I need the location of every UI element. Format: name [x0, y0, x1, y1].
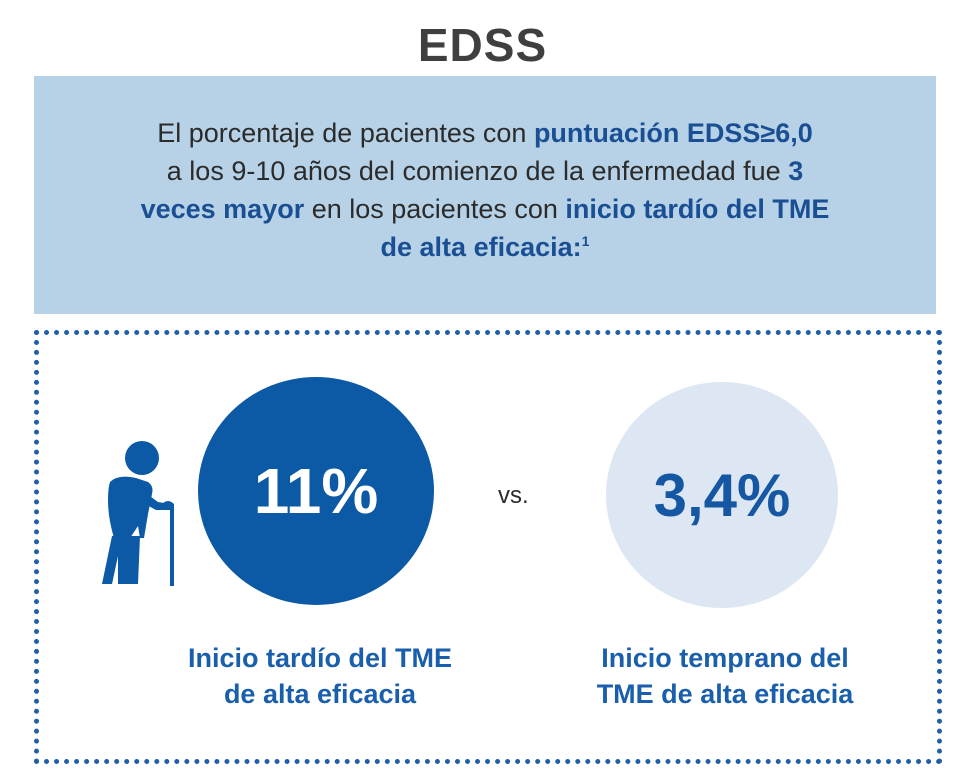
summary-part-1: El porcentaje de pacientes con: [157, 118, 534, 148]
early-treatment-value: 3,4%: [653, 461, 791, 529]
early-treatment-label-line-2: TME de alta eficacia: [596, 679, 854, 709]
summary-colon: :: [572, 232, 582, 262]
early-treatment-percentage-circle: 3,4%: [606, 382, 838, 608]
late-treatment-label-line-1: Inicio tardío del TME: [187, 643, 452, 673]
late-treatment-label: Inicio tardío del TME de alta eficacia: [160, 640, 480, 712]
comparison-panel: [34, 330, 942, 764]
late-treatment-value: 11%: [253, 455, 379, 527]
page-title: EDSS: [417, 19, 548, 71]
late-treatment-label-line-2: de alta eficacia: [223, 679, 417, 709]
summary-text: El porcentaje de pacientes con puntuació…: [94, 114, 876, 266]
summary-banner: El porcentaje de pacientes con puntuació…: [34, 76, 936, 314]
summary-part-3: en los pacientes con: [304, 194, 566, 224]
summary-highlight-veces-mayor: veces mayor: [140, 194, 305, 224]
versus-label: vs.: [498, 482, 529, 509]
summary-highlight-edss: puntuación EDSS≥6,0: [533, 118, 813, 148]
footnote-marker: 1: [581, 233, 590, 249]
late-treatment-percentage-circle: 11%: [198, 377, 434, 605]
early-treatment-label: Inicio temprano del TME de alta eficacia: [560, 640, 890, 712]
summary-highlight-alta-eficacia: de alta eficacia: [380, 232, 573, 262]
summary-part-2: a los 9-10 años del comienzo de la enfer…: [166, 156, 789, 186]
early-treatment-label-line-1: Inicio temprano del: [601, 643, 849, 673]
summary-highlight-3: 3: [788, 156, 804, 186]
summary-highlight-inicio-tardio: inicio tardío del TME: [565, 194, 830, 224]
elderly-person-icon: [102, 441, 174, 586]
